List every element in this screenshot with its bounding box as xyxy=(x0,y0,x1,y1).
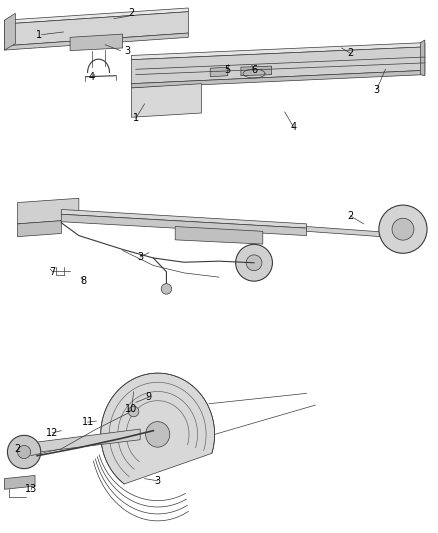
Polygon shape xyxy=(175,227,263,244)
Text: 1: 1 xyxy=(36,30,42,39)
Polygon shape xyxy=(101,373,215,484)
Polygon shape xyxy=(18,198,79,224)
Polygon shape xyxy=(18,221,61,237)
Circle shape xyxy=(379,205,427,253)
Polygon shape xyxy=(131,70,425,88)
Polygon shape xyxy=(241,66,272,76)
Circle shape xyxy=(236,244,272,281)
Circle shape xyxy=(161,284,172,294)
Text: 4: 4 xyxy=(290,122,297,132)
Polygon shape xyxy=(61,214,307,236)
Polygon shape xyxy=(4,33,188,50)
Text: 2: 2 xyxy=(347,211,353,221)
Text: 7: 7 xyxy=(49,267,56,277)
Polygon shape xyxy=(70,34,123,51)
Circle shape xyxy=(246,255,262,271)
Text: 4: 4 xyxy=(89,72,95,82)
Polygon shape xyxy=(131,47,425,84)
Polygon shape xyxy=(22,429,140,454)
Polygon shape xyxy=(210,67,228,77)
Text: 6: 6 xyxy=(251,66,257,75)
Circle shape xyxy=(392,218,414,240)
Polygon shape xyxy=(61,209,307,228)
Text: 1: 1 xyxy=(133,114,139,123)
Text: 13: 13 xyxy=(25,484,37,494)
Text: 2: 2 xyxy=(128,9,134,18)
Polygon shape xyxy=(307,227,381,237)
Text: 5: 5 xyxy=(225,66,231,75)
Text: 11: 11 xyxy=(81,417,94,427)
Polygon shape xyxy=(4,8,188,24)
Text: 2: 2 xyxy=(14,444,21,454)
Polygon shape xyxy=(420,40,425,76)
Polygon shape xyxy=(4,475,35,489)
Polygon shape xyxy=(4,12,188,46)
Text: 3: 3 xyxy=(374,85,380,94)
Circle shape xyxy=(18,446,31,458)
Polygon shape xyxy=(131,84,201,117)
Text: 3: 3 xyxy=(155,476,161,486)
Text: 2: 2 xyxy=(347,49,353,58)
Ellipse shape xyxy=(145,422,170,447)
Text: 12: 12 xyxy=(46,428,59,438)
Text: 3: 3 xyxy=(137,252,143,262)
Circle shape xyxy=(7,435,41,469)
Text: 8: 8 xyxy=(80,277,86,286)
Polygon shape xyxy=(131,43,425,60)
Text: 3: 3 xyxy=(124,46,130,55)
Polygon shape xyxy=(4,13,15,50)
Text: 10: 10 xyxy=(125,405,138,414)
Circle shape xyxy=(128,406,139,417)
Text: 9: 9 xyxy=(146,392,152,402)
